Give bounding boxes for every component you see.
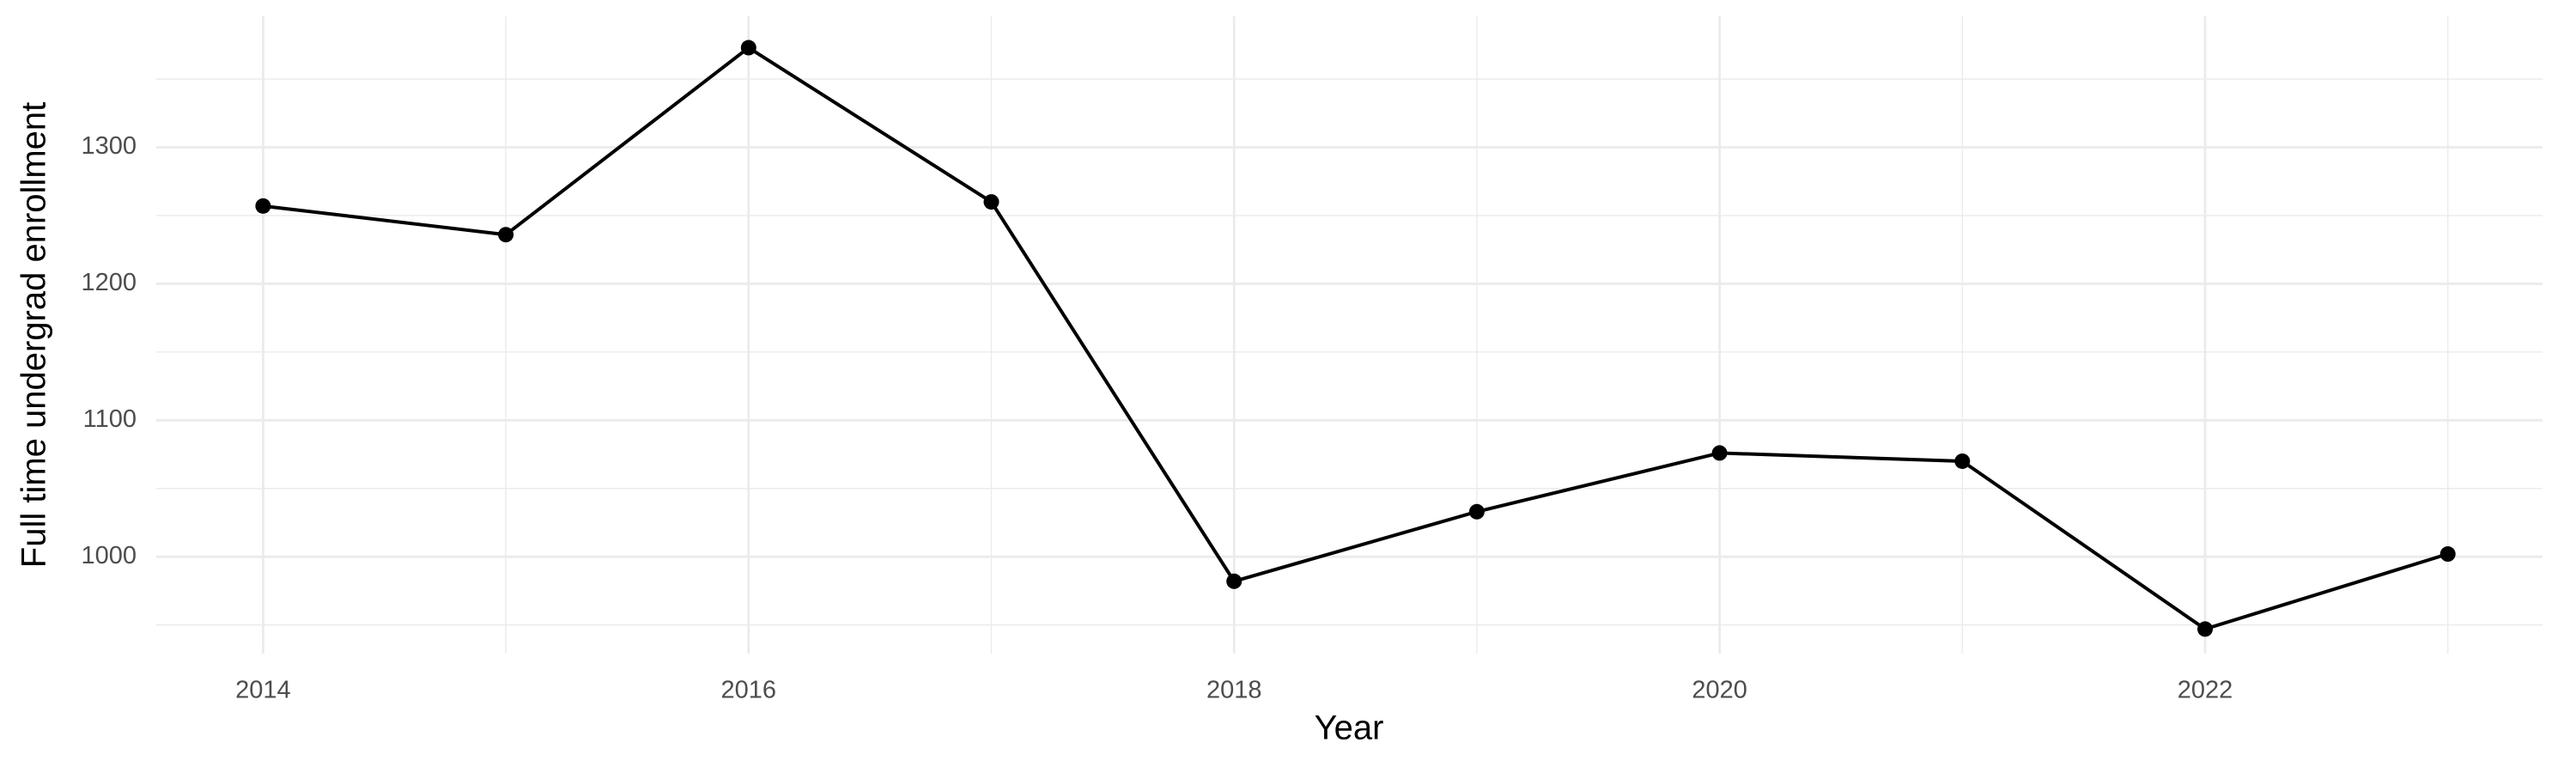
point bbox=[1468, 503, 1485, 520]
y-tick-label: 1200 bbox=[81, 269, 137, 296]
y-tick-label: 1000 bbox=[81, 542, 137, 569]
point bbox=[2197, 621, 2214, 637]
point bbox=[498, 227, 514, 243]
x-tick-label: 2016 bbox=[721, 677, 777, 704]
point bbox=[740, 40, 756, 56]
y-axis-title: Full time undergrad enrollment bbox=[15, 102, 53, 568]
x-tick-label: 2022 bbox=[2178, 677, 2233, 704]
line bbox=[263, 46, 2449, 631]
x-axis-title: Year bbox=[1315, 709, 1384, 747]
y-tick-label: 1100 bbox=[83, 405, 137, 433]
x-tick-label: 2014 bbox=[235, 677, 291, 704]
point bbox=[1226, 573, 1242, 589]
y-tick-label: 1300 bbox=[81, 132, 137, 160]
point bbox=[2439, 546, 2456, 563]
x-tick-label: 2020 bbox=[1692, 677, 1747, 704]
point bbox=[1954, 453, 1971, 469]
point bbox=[1711, 445, 1728, 461]
point bbox=[983, 194, 999, 210]
point bbox=[255, 198, 271, 214]
x-tick-label: 2018 bbox=[1206, 677, 1262, 704]
